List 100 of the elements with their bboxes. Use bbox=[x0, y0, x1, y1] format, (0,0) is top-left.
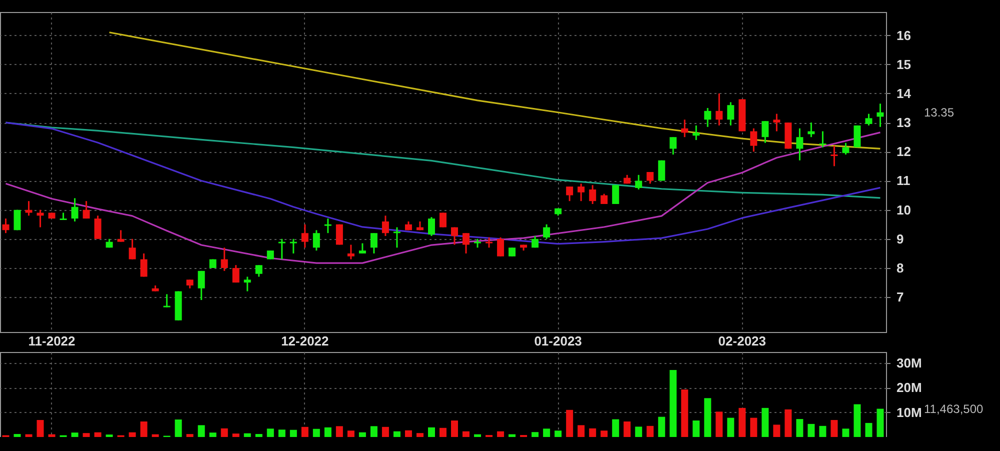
y-tick-label: 16 bbox=[896, 28, 911, 43]
candlestick bbox=[128, 238, 136, 260]
bar bbox=[244, 433, 251, 437]
y-tick-label: 9 bbox=[896, 231, 904, 246]
bar bbox=[358, 432, 366, 437]
bar bbox=[370, 426, 378, 437]
bar bbox=[635, 426, 642, 437]
candlestick bbox=[324, 218, 332, 234]
bar bbox=[94, 432, 102, 437]
bar bbox=[600, 430, 608, 437]
text: 11,463,500 bbox=[924, 402, 984, 416]
x-tick-label: 02-2023 bbox=[718, 334, 766, 348]
bar bbox=[508, 434, 516, 437]
candlestick bbox=[566, 186, 574, 202]
y-tick-label: 10 bbox=[896, 202, 911, 218]
bar bbox=[865, 422, 872, 437]
bar bbox=[474, 434, 482, 437]
bar bbox=[854, 404, 861, 437]
candlestick bbox=[612, 184, 620, 205]
candlestick bbox=[198, 270, 205, 301]
line-series bbox=[108, 32, 882, 150]
candlestick bbox=[865, 113, 872, 126]
bar bbox=[808, 424, 815, 437]
y-tick-label: 20M bbox=[896, 380, 922, 396]
bar bbox=[416, 433, 424, 437]
bar bbox=[152, 434, 159, 437]
bar bbox=[301, 426, 308, 437]
y-tick-label: 30M bbox=[896, 356, 922, 371]
candlestick bbox=[347, 244, 354, 260]
bar bbox=[347, 430, 354, 437]
bar bbox=[232, 434, 240, 437]
candlestick bbox=[681, 118, 688, 138]
bar bbox=[128, 432, 136, 437]
candlestick bbox=[578, 182, 585, 202]
y-tick-label: 7 bbox=[896, 290, 904, 305]
candlestick bbox=[692, 124, 700, 141]
candlestick bbox=[497, 236, 504, 258]
candlestick bbox=[796, 128, 804, 162]
bar bbox=[532, 432, 539, 437]
candlestick bbox=[358, 242, 366, 254]
line-series bbox=[4, 122, 882, 245]
candlestick bbox=[830, 145, 838, 167]
candlestick bbox=[382, 214, 389, 237]
x-tick-label: 12-2022 bbox=[281, 334, 329, 348]
bar bbox=[324, 427, 332, 437]
bar bbox=[48, 434, 56, 437]
candlestick bbox=[393, 226, 400, 248]
bar bbox=[554, 430, 562, 437]
candlestick bbox=[646, 171, 654, 184]
candlestick bbox=[462, 232, 470, 254]
bar bbox=[727, 418, 734, 437]
bar bbox=[762, 408, 769, 437]
candlestick bbox=[220, 246, 228, 272]
bar bbox=[278, 430, 286, 437]
bar bbox=[716, 412, 723, 437]
candlestick bbox=[94, 214, 102, 240]
candlestick bbox=[312, 229, 320, 252]
x-tick-label: 01-2023 bbox=[534, 334, 582, 348]
candlestick bbox=[301, 224, 308, 248]
bar bbox=[36, 420, 44, 437]
candlestick bbox=[842, 142, 850, 156]
candlestick bbox=[854, 124, 861, 148]
bar bbox=[14, 434, 21, 437]
y-tick-label: 15 bbox=[896, 56, 911, 72]
candlestick bbox=[244, 276, 251, 292]
bar bbox=[692, 420, 700, 437]
bar bbox=[624, 421, 631, 437]
bar bbox=[704, 398, 712, 437]
bar bbox=[393, 431, 400, 437]
bar bbox=[462, 431, 470, 437]
candlestick bbox=[543, 224, 550, 240]
bar bbox=[543, 428, 550, 437]
y-tick-label: 10M bbox=[896, 404, 922, 420]
bar bbox=[404, 430, 412, 437]
bar bbox=[312, 428, 320, 437]
bar bbox=[738, 408, 746, 437]
bar bbox=[209, 432, 216, 437]
candlestick bbox=[727, 101, 734, 126]
candlestick bbox=[750, 128, 758, 152]
candlestick bbox=[635, 174, 642, 190]
bar bbox=[658, 416, 666, 437]
bar bbox=[140, 421, 148, 437]
bar bbox=[174, 420, 182, 437]
y-tick-label: 13 bbox=[896, 115, 911, 130]
candlestick bbox=[451, 226, 458, 246]
candlestick bbox=[589, 184, 596, 205]
candlestick bbox=[704, 107, 712, 128]
bar bbox=[830, 420, 838, 437]
y-tick-label: 14 bbox=[896, 86, 912, 101]
candlestick bbox=[140, 252, 148, 278]
y-tick-label: 8 bbox=[896, 260, 904, 276]
bar bbox=[681, 389, 688, 437]
candlestick bbox=[232, 264, 240, 284]
bar bbox=[220, 428, 228, 437]
bar bbox=[440, 428, 446, 437]
candlestick bbox=[670, 136, 677, 156]
candlestick bbox=[773, 113, 780, 132]
candlestick bbox=[428, 216, 435, 237]
candlestick bbox=[2, 218, 10, 234]
y-tick-label: 11 bbox=[896, 173, 910, 188]
